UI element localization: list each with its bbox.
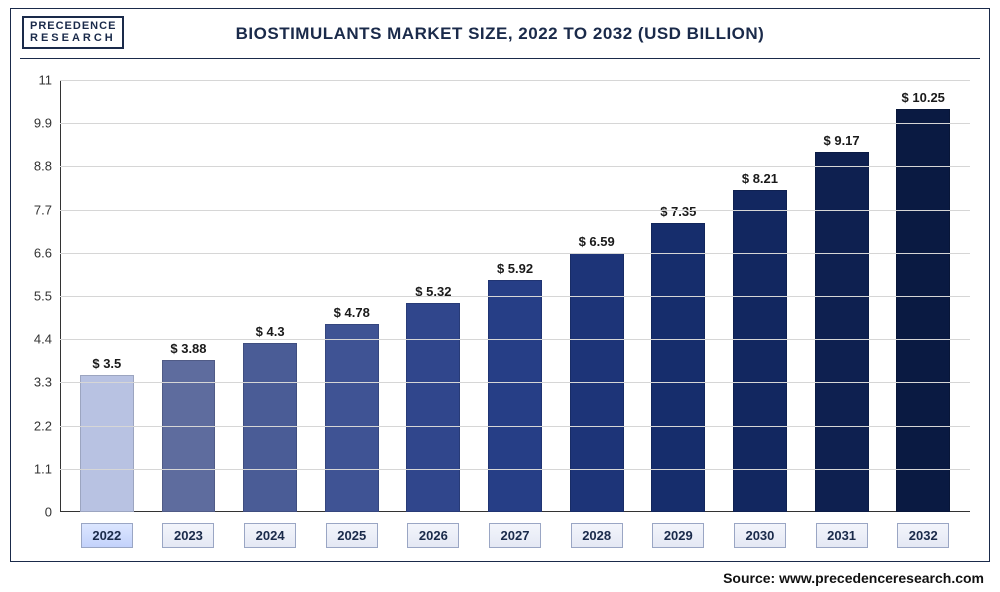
y-tick-label: 7.7 [34, 202, 60, 217]
bar-value-label: $ 7.35 [660, 204, 696, 219]
title-divider [20, 58, 980, 59]
x-category: 2022 [66, 523, 148, 548]
gridline [60, 123, 970, 124]
x-category-label: 2025 [326, 523, 378, 548]
x-category-label: 2026 [407, 523, 459, 548]
gridline [60, 166, 970, 167]
bar [406, 303, 460, 512]
x-category-label: 2023 [162, 523, 214, 548]
bar-value-label: $ 9.17 [824, 133, 860, 148]
bar-value-label: $ 3.88 [170, 341, 206, 356]
x-category-label: 2028 [571, 523, 623, 548]
x-category: 2025 [311, 523, 393, 548]
chart-plot-area: $ 3.5$ 3.88$ 4.3$ 4.78$ 5.32$ 5.92$ 6.59… [60, 80, 970, 512]
y-tick-label: 6.6 [34, 245, 60, 260]
bar [733, 190, 787, 512]
y-tick-label: 9.9 [34, 116, 60, 131]
y-tick-label: 5.5 [34, 289, 60, 304]
x-category-label: 2024 [244, 523, 296, 548]
x-category: 2032 [882, 523, 964, 548]
x-category: 2026 [393, 523, 475, 548]
bar-value-label: $ 4.78 [334, 305, 370, 320]
bar-value-label: $ 3.5 [92, 356, 121, 371]
bar [815, 152, 869, 512]
gridline [60, 80, 970, 81]
x-category-label: 2027 [489, 523, 541, 548]
bar-value-label: $ 6.59 [579, 234, 615, 249]
x-category-label: 2030 [734, 523, 786, 548]
x-category-label: 2031 [816, 523, 868, 548]
bar [80, 375, 134, 512]
gridline [60, 339, 970, 340]
gridline [60, 382, 970, 383]
chart-title: BIOSTIMULANTS MARKET SIZE, 2022 TO 2032 … [0, 24, 1000, 44]
y-tick-label: 8.8 [34, 159, 60, 174]
y-tick-label: 11 [39, 73, 61, 88]
x-category-label: 2029 [652, 523, 704, 548]
x-category: 2024 [229, 523, 311, 548]
x-category: 2031 [801, 523, 883, 548]
bar [488, 280, 542, 512]
x-category: 2027 [474, 523, 556, 548]
x-category-label: 2022 [81, 523, 133, 548]
gridline [60, 469, 970, 470]
gridline [60, 296, 970, 297]
x-category-label: 2032 [897, 523, 949, 548]
y-tick-label: 2.2 [34, 418, 60, 433]
bar [325, 324, 379, 512]
gridline [60, 210, 970, 211]
bar [243, 343, 297, 512]
x-category: 2029 [637, 523, 719, 548]
source-attribution: Source: www.precedenceresearch.com [723, 570, 984, 586]
bar-value-label: $ 4.3 [256, 324, 285, 339]
gridline [60, 253, 970, 254]
x-categories-row: 2022 2023 2024 2025 2026 2027 2028 2029 2030 2031… [60, 523, 970, 548]
y-tick-label: 4.4 [34, 332, 60, 347]
y-tick-label: 1.1 [34, 461, 60, 476]
y-tick-label: 3.3 [34, 375, 60, 390]
x-category: 2028 [556, 523, 638, 548]
bar-value-label: $ 8.21 [742, 171, 778, 186]
gridline [60, 426, 970, 427]
bar-value-label: $ 5.92 [497, 261, 533, 276]
bar-value-label: $ 10.25 [902, 90, 945, 105]
y-tick-label: 0 [45, 505, 60, 520]
x-category: 2023 [148, 523, 230, 548]
bar [896, 109, 950, 512]
x-category: 2030 [719, 523, 801, 548]
